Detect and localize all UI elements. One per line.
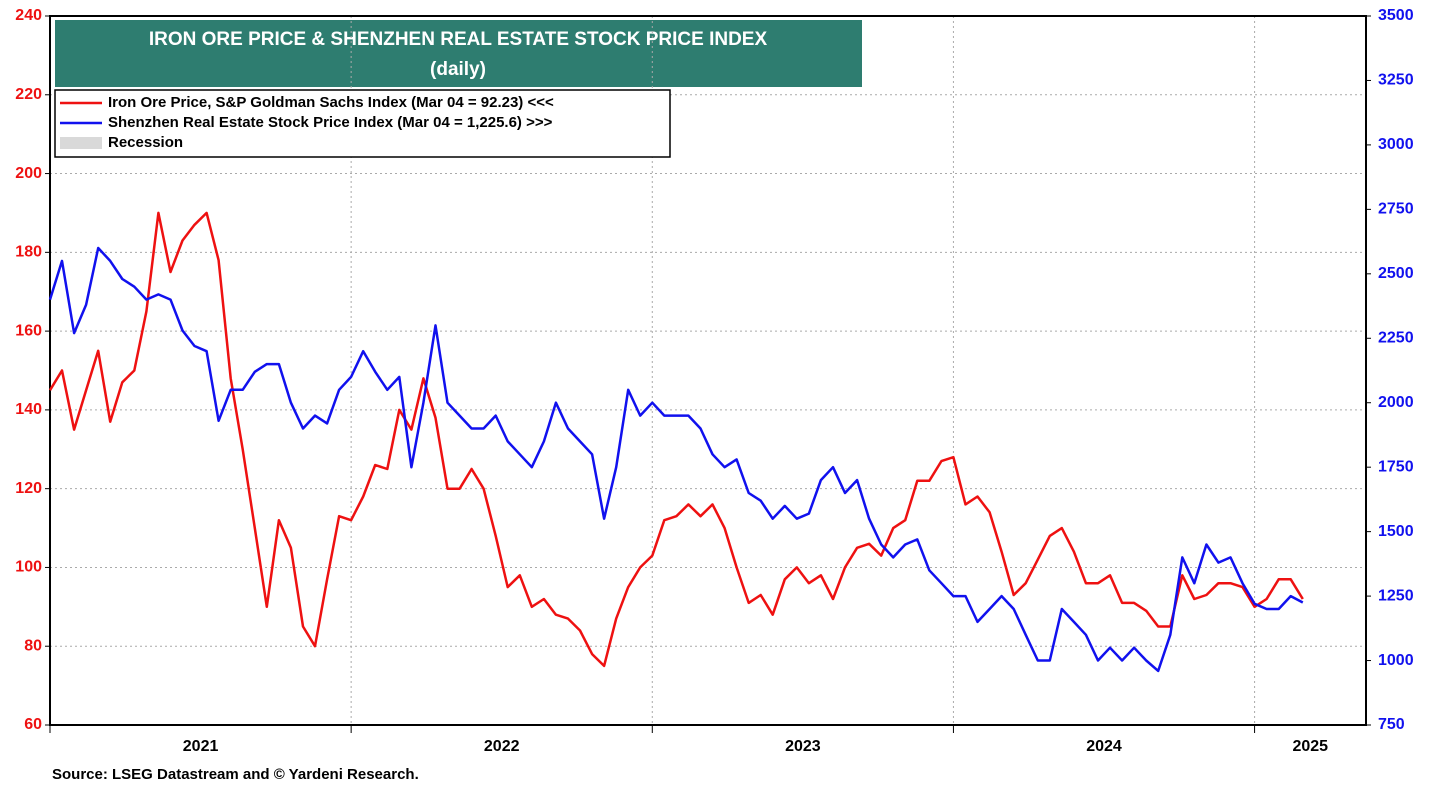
y-tick-label: 200 bbox=[15, 165, 42, 182]
x-tick-label: 2023 bbox=[785, 738, 821, 755]
title-box bbox=[55, 20, 862, 87]
y-tick-label: 60 bbox=[24, 716, 42, 733]
x-tick-label: 2025 bbox=[1292, 738, 1328, 755]
series-line bbox=[48, 246, 1304, 673]
y2-tick-label: 750 bbox=[1378, 716, 1405, 733]
y-tick-label: 100 bbox=[15, 559, 42, 576]
y-tick-label: 120 bbox=[15, 480, 42, 497]
x-tick-label: 2021 bbox=[183, 738, 219, 755]
legend-label: Shenzhen Real Estate Stock Price Index (… bbox=[108, 114, 553, 131]
y2-tick-label: 1250 bbox=[1378, 587, 1414, 604]
plot-frame bbox=[49, 15, 1367, 726]
chart-title: IRON ORE PRICE & SHENZHEN REAL ESTATE ST… bbox=[149, 29, 768, 50]
y2-tick-label: 1750 bbox=[1378, 458, 1414, 475]
legend-box bbox=[54, 89, 671, 158]
y2-tick-label: 1000 bbox=[1378, 652, 1414, 669]
legend-swatch bbox=[60, 137, 102, 149]
x-tick-label: 2022 bbox=[484, 738, 520, 755]
series-line bbox=[48, 211, 1304, 668]
legend-label: Recession bbox=[108, 134, 183, 151]
y-tick-label: 80 bbox=[24, 637, 42, 654]
legend-label: Iron Ore Price, S&P Goldman Sachs Index … bbox=[108, 94, 554, 111]
y2-tick-label: 1500 bbox=[1378, 523, 1414, 540]
source: Source: LSEG Datastream and © Yardeni Re… bbox=[52, 766, 419, 783]
y-tick-label: 240 bbox=[15, 7, 42, 24]
y2-tick-label: 2000 bbox=[1378, 394, 1414, 411]
y-tick-label: 220 bbox=[15, 86, 42, 103]
y-tick-label: 160 bbox=[15, 322, 42, 339]
y-tick-label: 180 bbox=[15, 244, 42, 261]
y2-tick-label: 2250 bbox=[1378, 329, 1414, 346]
y2-tick-label: 3500 bbox=[1378, 7, 1414, 24]
y2-tick-label: 3000 bbox=[1378, 136, 1414, 153]
y2-tick-label: 2750 bbox=[1378, 201, 1414, 218]
y2-tick-label: 2500 bbox=[1378, 265, 1414, 282]
y2-tick-label: 3250 bbox=[1378, 72, 1414, 89]
x-tick-label: 2024 bbox=[1086, 738, 1122, 755]
y-tick-label: 140 bbox=[15, 401, 42, 418]
chart-subtitle: (daily) bbox=[430, 59, 486, 80]
